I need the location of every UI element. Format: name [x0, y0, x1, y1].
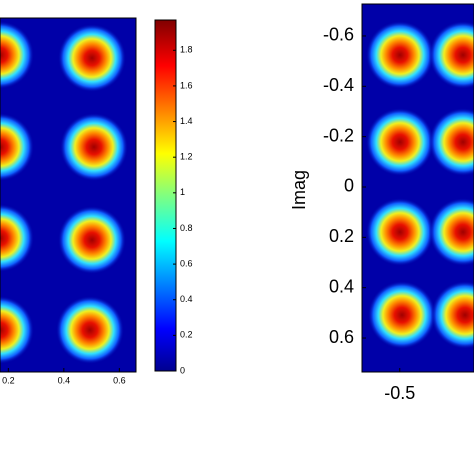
blob	[0, 21, 34, 89]
blob	[366, 21, 434, 89]
blob	[429, 198, 474, 266]
y-tick-label: 0.2	[329, 226, 354, 246]
blob	[58, 206, 126, 274]
blob	[431, 281, 474, 349]
y-tick-label: 0.4	[329, 276, 354, 296]
colorbar	[154, 19, 177, 372]
blob	[56, 296, 124, 364]
x-tick-label: 0.2	[2, 375, 15, 385]
colorbar-tick-label: 1.6	[180, 80, 193, 90]
colorbar-tick-label: 0.2	[180, 330, 193, 340]
blob	[366, 198, 434, 266]
plot-frame	[361, 3, 474, 373]
blob	[60, 113, 128, 181]
colorbar-tick-label: 0.8	[180, 223, 193, 233]
colorbar-tick-label: 1.2	[180, 152, 193, 162]
heatmap-right: Imag -0.5 -0.6 -0.4 -0.2 0 0.2 0.4 0.6	[289, 3, 474, 403]
blob	[366, 108, 434, 176]
x-tick-label: 0.6	[113, 375, 126, 385]
blob	[0, 296, 34, 364]
x-tick-label: 0.4	[58, 375, 71, 385]
plot-frame	[0, 17, 137, 373]
blob	[368, 281, 436, 349]
colorbar-tick-label: 0.4	[180, 294, 193, 304]
y-tick-label: -0.6	[323, 25, 354, 45]
x-tick-label: -0.5	[384, 383, 415, 403]
colorbar-tick-label: 0	[180, 365, 185, 375]
y-tick-label: 0	[344, 176, 354, 196]
y-tick-label: 0.6	[329, 327, 354, 347]
colorbar-tick-label: 1.4	[180, 116, 193, 126]
blob	[429, 108, 474, 176]
blob	[0, 113, 34, 181]
density-blobs	[366, 21, 474, 349]
blob	[58, 24, 126, 92]
y-axis-label: Imag	[289, 170, 309, 210]
blob	[0, 204, 34, 272]
colorbar-tick-label: 0.6	[180, 258, 193, 268]
y-tick-label: -0.4	[323, 75, 354, 95]
colorbar-tick-label: 1	[180, 187, 185, 197]
y-tick-label: -0.2	[323, 125, 354, 145]
colorbar-tick-label: 1.8	[180, 45, 193, 55]
density-blobs	[0, 21, 128, 364]
blob	[429, 21, 474, 89]
heatmap-left: 0.2 0.4 0.6 0 0.2 0.4 0.6 0.8 1 1.2 1.4 1.6 1.8	[0, 17, 193, 385]
